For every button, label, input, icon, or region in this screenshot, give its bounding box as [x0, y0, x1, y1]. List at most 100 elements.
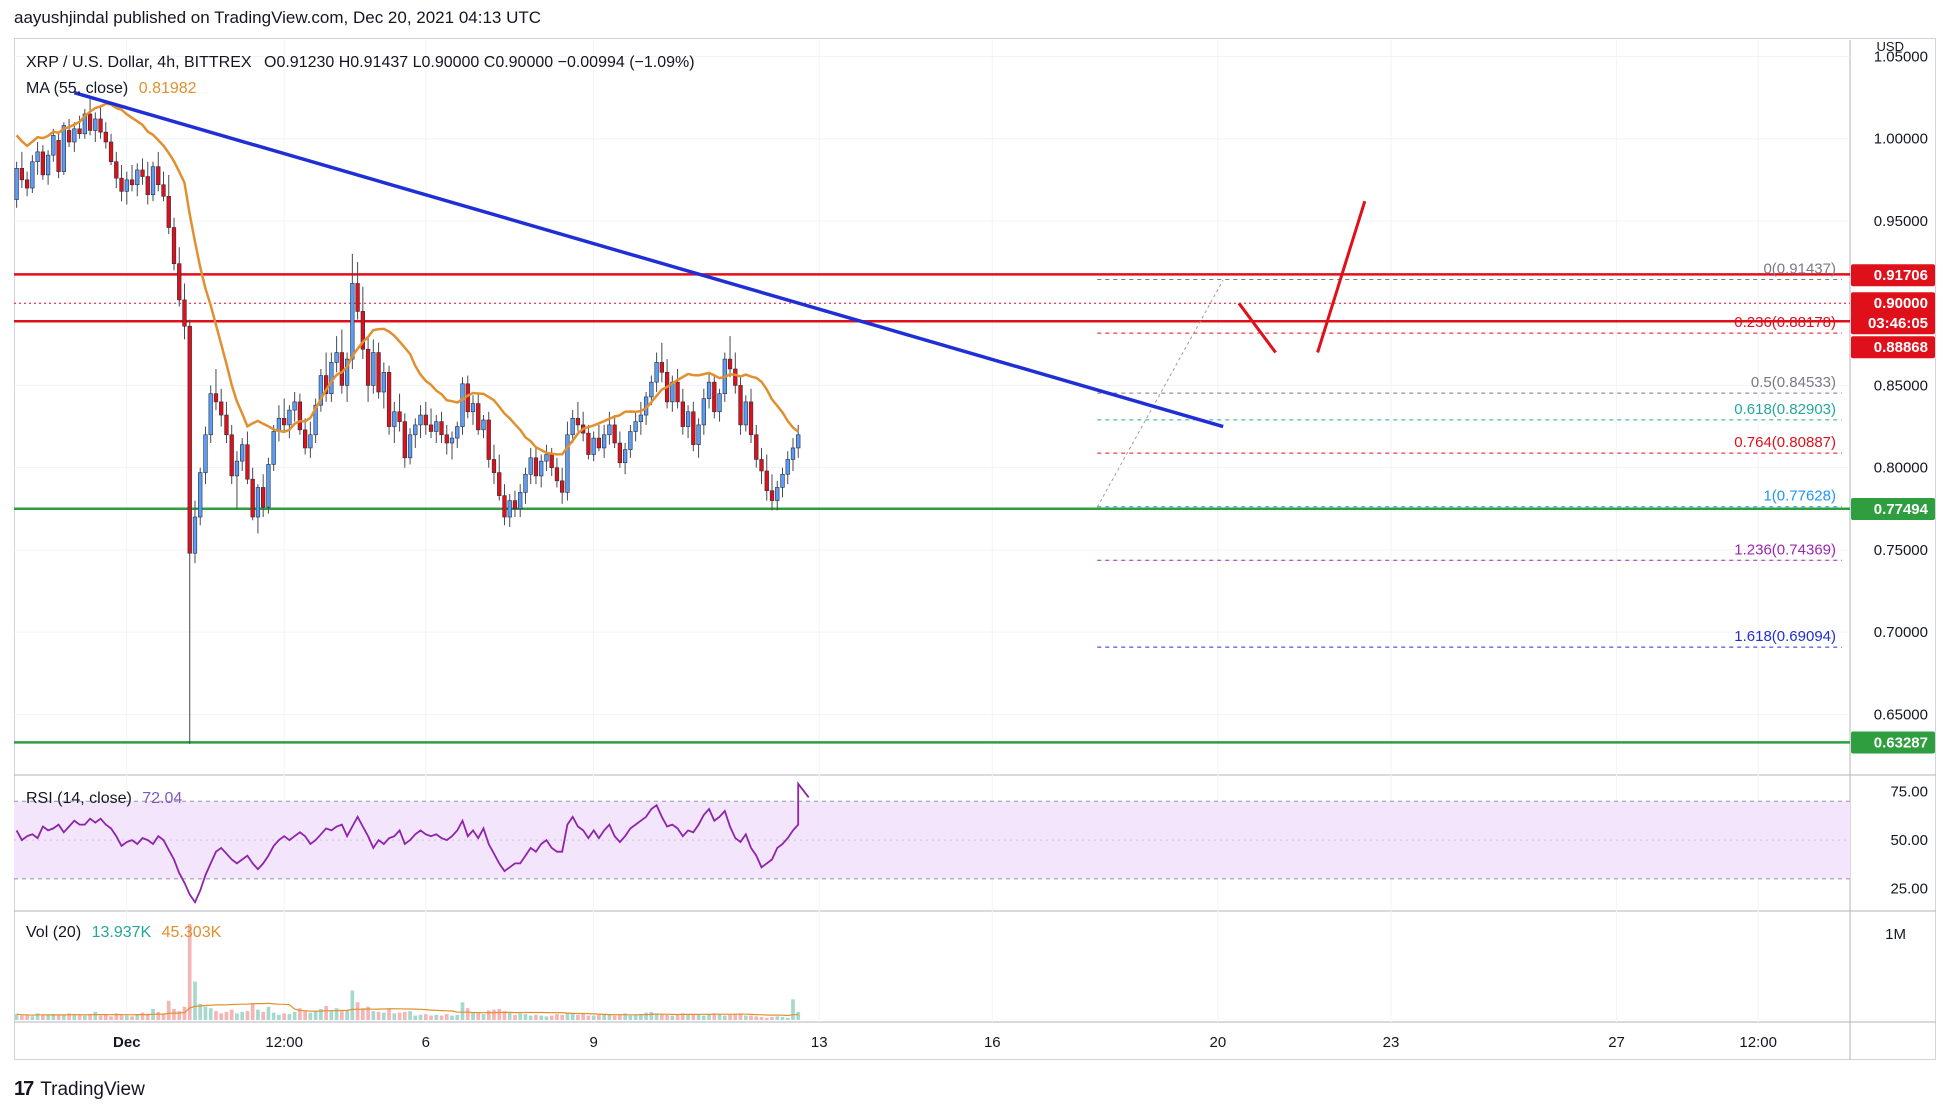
candle-body: [98, 118, 103, 133]
volume-bar: [366, 1006, 370, 1020]
candle-body: [491, 459, 497, 473]
candle-body: [738, 385, 743, 426]
volume-bar: [602, 1014, 606, 1020]
candle-body: [565, 434, 570, 493]
candle-body: [66, 130, 72, 143]
volume-bar: [770, 1017, 774, 1020]
volume-bar: [193, 981, 197, 1020]
volume-bar: [476, 1013, 481, 1020]
volume-bar: [177, 1011, 182, 1020]
candle-body: [528, 457, 533, 475]
volume-bar: [208, 1008, 213, 1020]
candle-body: [40, 151, 45, 176]
volume-bar: [728, 1014, 732, 1020]
candle-body: [77, 128, 82, 135]
candle-body: [161, 184, 166, 197]
price-label-text: 0.90000: [1874, 295, 1928, 312]
volume-bar: [381, 1012, 386, 1020]
volume-bar: [549, 1015, 554, 1020]
volume-bar: [597, 1014, 601, 1020]
candle-body: [360, 311, 365, 350]
candle-body: [318, 375, 324, 406]
volume-bar: [502, 1011, 507, 1020]
ohlc-values: O0.91230 H0.91437 L0.90000 C0.90000 −0.0…: [264, 54, 695, 71]
candle-body: [334, 352, 339, 363]
candle-body: [51, 135, 56, 156]
candle-body: [114, 161, 119, 179]
volume-bar: [576, 1014, 580, 1020]
time-tick-label: 12:00: [1739, 1034, 1777, 1051]
volume-bar: [796, 1011, 801, 1020]
tradingview-footer[interactable]: 17 TradingView: [14, 1078, 145, 1101]
candle-body: [87, 113, 93, 131]
volume-bar: [41, 1014, 45, 1020]
volume-bar: [14, 1014, 19, 1020]
volume-bar: [88, 1014, 92, 1020]
price-tick-label: 0.70000: [1874, 624, 1928, 641]
rsi-label: RSI (14, close): [26, 790, 132, 807]
volume-bar: [707, 1014, 711, 1020]
candle-body: [654, 362, 659, 383]
candle-body: [72, 128, 77, 143]
volume-bar: [114, 1013, 119, 1020]
volume-bar: [156, 1011, 161, 1020]
candle-body: [602, 434, 607, 449]
volume-bar: [696, 1014, 701, 1020]
volume-bar: [455, 1014, 460, 1020]
candle-body: [119, 177, 124, 192]
candle-body: [392, 411, 397, 427]
price-label-bg: [1851, 264, 1935, 287]
volume-bar: [738, 1013, 743, 1020]
volume-bar: [785, 1017, 790, 1020]
candle-body: [460, 383, 465, 427]
volume-bar: [161, 1013, 166, 1020]
volume-bar: [224, 1011, 229, 1020]
ma-label: MA (55, close): [26, 80, 129, 97]
volume-bar: [271, 1012, 276, 1020]
candle-body: [371, 352, 376, 386]
volume-bar: [371, 1011, 376, 1020]
volume-bar: [261, 1011, 266, 1020]
volume-bar: [633, 1014, 638, 1020]
candle-body: [240, 444, 245, 462]
candle-body: [675, 381, 680, 403]
volume-bar: [308, 1012, 313, 1020]
rsi-tick-label: 50.00: [1890, 832, 1928, 849]
volume-bar: [282, 1013, 286, 1020]
candle-body: [208, 393, 213, 436]
candle-body: [250, 478, 255, 518]
volume-bar: [277, 1014, 281, 1020]
candle-body: [365, 348, 371, 386]
volume-bar: [229, 1009, 234, 1020]
candle-body: [570, 418, 575, 436]
volume-bar: [665, 1014, 669, 1020]
volume-bar: [392, 1013, 397, 1020]
volume-bar: [72, 1014, 77, 1020]
price-label-text: 03:46:05: [1868, 315, 1928, 332]
volume-bar: [680, 1013, 685, 1020]
candle-body: [596, 437, 602, 449]
candle-body: [512, 500, 518, 510]
candle-body: [313, 404, 318, 436]
volume-bar: [691, 1014, 696, 1020]
candle-body: [397, 411, 402, 422]
volume-bar: [791, 999, 795, 1020]
volume-bar: [240, 1011, 245, 1020]
volume-bar: [743, 1015, 748, 1020]
candle-body: [759, 459, 764, 472]
volume-bar: [644, 1012, 648, 1020]
volume-bar: [187, 924, 192, 1020]
volume-bar: [35, 1013, 40, 1020]
rsi-legend: RSI (14, close) 72.04: [26, 790, 182, 808]
volume-bar: [219, 1013, 224, 1020]
candle-body: [344, 358, 350, 386]
candle-body: [124, 179, 129, 192]
candle-body: [539, 460, 544, 477]
volume-bar: [628, 1015, 633, 1020]
volume-bar: [439, 1015, 444, 1020]
volume-bar: [166, 1000, 171, 1020]
candle-body: [229, 434, 234, 477]
volume-bar: [775, 1016, 780, 1020]
volume-bar: [329, 1011, 334, 1020]
